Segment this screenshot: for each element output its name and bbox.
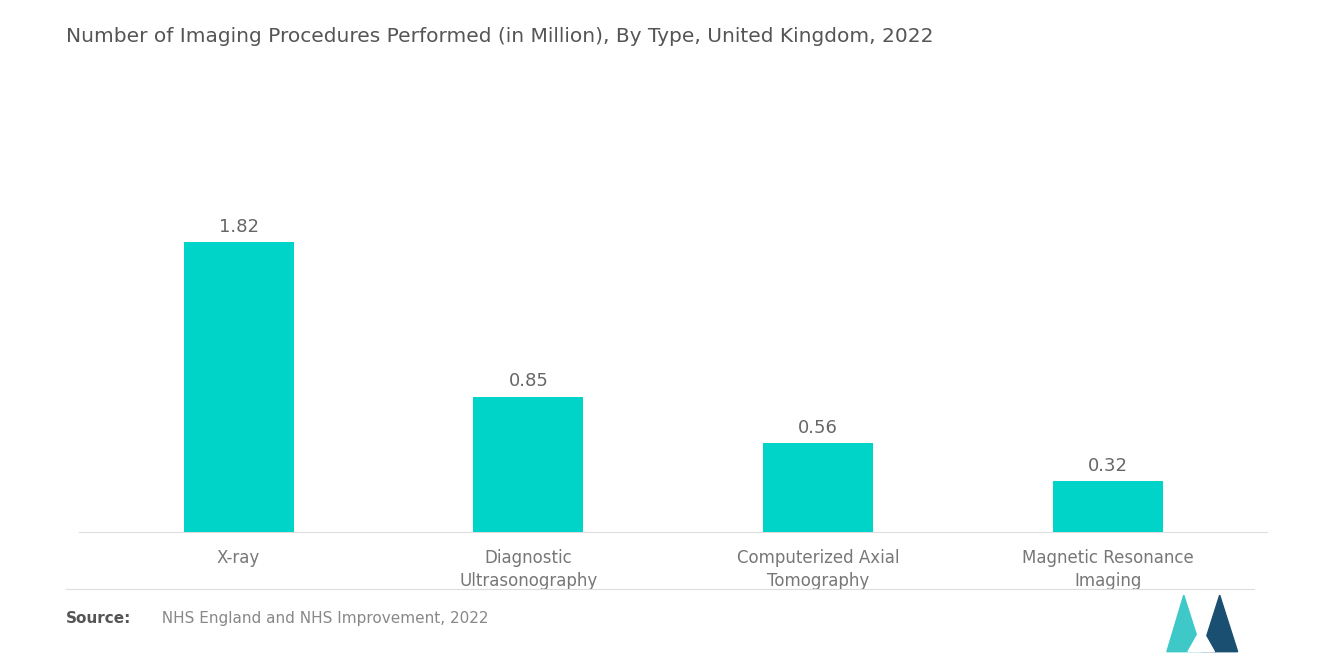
Bar bbox=[474, 397, 583, 532]
Text: 1.82: 1.82 bbox=[219, 218, 259, 236]
Text: Source:: Source: bbox=[66, 611, 132, 626]
Bar bbox=[1053, 481, 1163, 532]
Text: 0.56: 0.56 bbox=[799, 418, 838, 436]
Polygon shape bbox=[1201, 595, 1238, 652]
Text: 0.85: 0.85 bbox=[508, 372, 548, 390]
Text: NHS England and NHS Improvement, 2022: NHS England and NHS Improvement, 2022 bbox=[152, 611, 488, 626]
Bar bbox=[763, 443, 873, 532]
Text: Number of Imaging Procedures Performed (in Million), By Type, United Kingdom, 20: Number of Imaging Procedures Performed (… bbox=[66, 27, 933, 46]
Text: 0.32: 0.32 bbox=[1088, 457, 1127, 475]
Bar bbox=[183, 242, 293, 532]
Polygon shape bbox=[1167, 595, 1201, 652]
Polygon shape bbox=[1188, 628, 1214, 652]
